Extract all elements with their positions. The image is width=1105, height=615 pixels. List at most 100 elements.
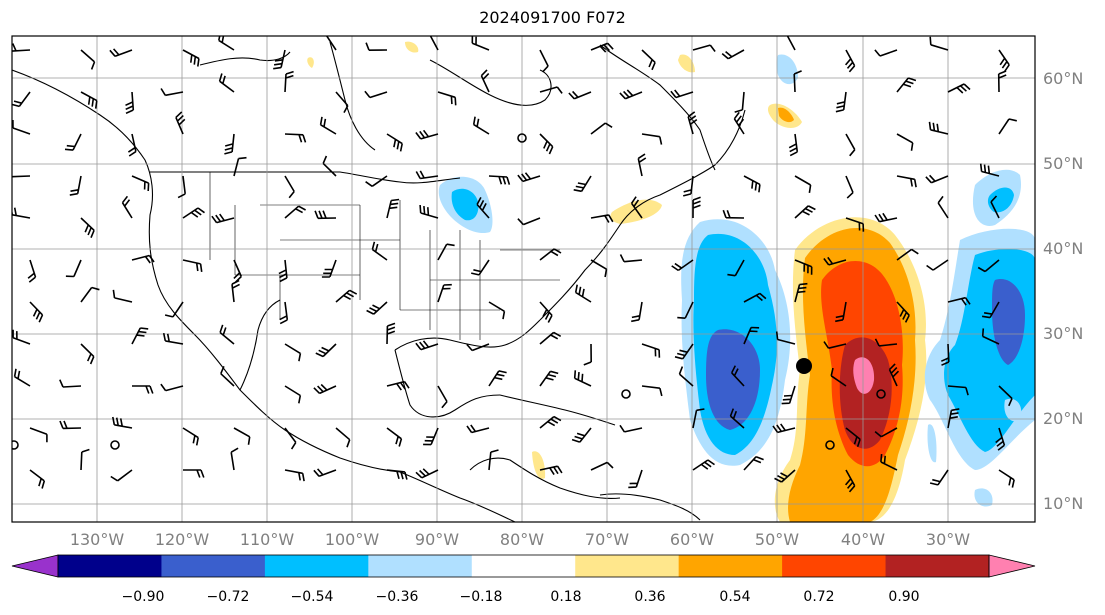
wind-barb [979,163,1000,177]
wind-barb [729,408,745,429]
wind-barb [721,49,745,60]
wind-barb [131,254,155,264]
colorbar-segment [58,555,162,577]
lon-label: 90°W [415,530,459,549]
state-borders [209,172,560,340]
colorbar-tick-label: 0.90 [888,589,919,605]
wind-barb [219,324,235,345]
colorbar-segment [471,555,576,577]
colorbar-tick-label: 0.54 [719,589,750,605]
graticule [12,36,1035,522]
wind-barb [995,427,1006,451]
wind-barb [590,122,613,135]
wind-barb [131,175,150,192]
wind-barb [947,408,960,429]
wind-barb [845,175,854,199]
wind-barb [998,49,1010,72]
wind-barb [80,217,95,239]
wind-barb [366,301,388,315]
wind-barb [896,248,919,261]
colorbar-segment [575,555,680,577]
lon-label: 30°W [926,530,970,549]
wind-barb [947,296,971,306]
wind-barb [29,301,44,323]
anomaly-shading [307,41,1035,522]
wind-barb [619,254,643,263]
wind-barb [583,343,592,366]
colorbar-segment [885,555,990,577]
wind-barb [844,49,856,73]
wind-barb [80,49,96,70]
wind-barb [794,259,813,275]
wind-barb [12,91,31,108]
wind-barb [539,49,549,73]
lon-label: 60°W [670,530,714,549]
wind-barb [415,468,439,479]
wind-barb [641,133,663,145]
wind-barb [674,343,694,360]
colorbar-segment [368,555,473,577]
wind-barb [539,370,559,387]
wind-barb [925,174,949,184]
wind-barb [437,385,448,409]
wind-barb [793,70,802,93]
wind-barb [590,461,614,471]
wind-barb [423,427,439,446]
wind-barb [182,427,199,446]
wind-barbs [12,36,1017,493]
wind-barb [874,427,898,438]
wind-barb [683,175,694,197]
colorbar-segment [678,555,783,577]
wind-barb [322,155,337,177]
wind-barb [284,343,302,362]
wind-barb [630,196,643,219]
colorbar-tick-label: 0.72 [803,589,834,605]
lat-label: 20°N [1043,409,1083,428]
wind-barb [677,301,694,319]
wind-barb [12,43,31,52]
wind-barb [687,111,698,135]
wind-barb [539,133,554,155]
wind-barb [335,91,349,113]
wind-barb [896,175,917,188]
colorbar-segment [782,555,887,577]
wind-barb [321,259,337,278]
wind-barb [940,343,950,366]
wind-barb [279,301,289,325]
wind-barb [845,217,865,232]
colorbar-segment [161,555,266,577]
wind-barb [183,469,205,478]
wind-barb [517,217,541,226]
wind-barb [284,205,306,219]
wind-barb [80,286,100,303]
wind-barb [218,73,235,93]
wind-barb [415,170,439,180]
wind-barb [733,111,745,135]
wind-barb [59,379,82,388]
wind-barb [874,212,898,223]
wind-barb [335,427,351,448]
colorbar-tick-label: −0.54 [291,589,334,605]
wind-barb [845,133,856,157]
wind-barb [574,284,592,303]
wind-barb [69,175,82,196]
wind-barb [573,370,592,387]
colorbar-segment [264,555,369,577]
wind-barb [990,195,1000,219]
calm-markers [12,133,886,450]
wind-barb [471,36,490,51]
wind-barb [131,327,149,345]
wind-barb [981,301,1000,319]
wind-barb [539,465,563,476]
wind-barb [364,90,388,99]
map-area [12,36,1035,522]
lat-label: 10°N [1043,494,1083,513]
wind-barb [947,385,969,396]
map-title: 2024091700 F072 [479,8,626,27]
wind-barb [823,341,847,349]
lon-label: 120°W [155,530,210,549]
wind-barb [775,331,796,345]
colorbar-tick-label: 0.36 [634,589,665,605]
lat-label: 40°N [1043,239,1083,258]
wind-barb [233,427,251,445]
